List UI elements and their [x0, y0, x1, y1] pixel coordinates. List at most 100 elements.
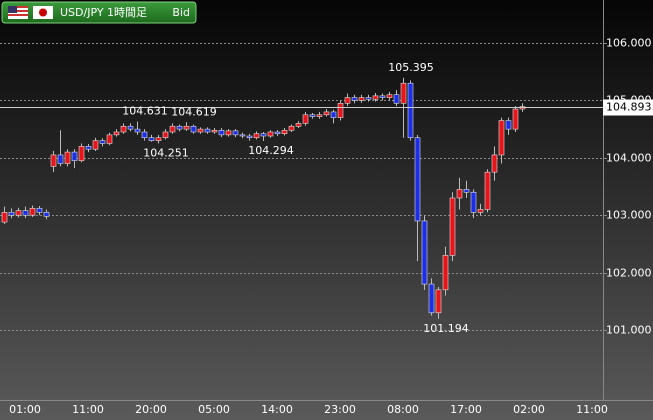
candle-body	[393, 94, 400, 104]
price-label: 104.893	[606, 101, 652, 114]
candle-body	[414, 137, 421, 222]
candle-body	[288, 125, 295, 131]
annotation: 104.294	[248, 144, 294, 157]
candle-body	[239, 134, 246, 137]
plot-area	[0, 43, 603, 331]
annotation: 104.251	[143, 146, 189, 159]
price-box	[603, 99, 653, 116]
candle-body	[141, 131, 148, 139]
candle-body	[435, 289, 442, 314]
candle-body	[421, 220, 428, 285]
candle-body	[50, 154, 57, 167]
flag-stripe	[8, 10, 28, 12]
annotation: 101.194	[423, 322, 469, 335]
y-tick-label: 101.000	[606, 324, 652, 337]
candle-body	[176, 125, 183, 130]
candle-body	[344, 97, 351, 104]
candle-body	[183, 125, 190, 130]
annotation: 104.631	[122, 105, 168, 118]
candle-body	[15, 210, 22, 216]
x-tick-label: 17:00	[450, 403, 482, 416]
candle-body	[1, 212, 8, 223]
y-tick-label: 102.000	[606, 267, 652, 280]
candle-body	[365, 97, 372, 100]
x-tick-label: 05:00	[198, 403, 230, 416]
candle-body	[330, 111, 337, 118]
candle-body	[190, 125, 197, 133]
chart-subtitle: Bid	[172, 6, 190, 19]
candle-body	[386, 94, 393, 98]
x-tick-label: 01:00	[9, 403, 41, 416]
candle-body	[449, 197, 456, 256]
candle-body	[484, 171, 491, 210]
x-tick-label: 23:00	[324, 403, 356, 416]
x-tick-label: 11:00	[576, 403, 608, 416]
candle-body	[428, 283, 435, 314]
candle-body	[351, 97, 358, 101]
candle-body	[337, 102, 344, 118]
candle-body	[253, 133, 260, 139]
candle-body	[470, 191, 477, 213]
candle-body	[267, 131, 274, 137]
flag-sun	[39, 8, 47, 17]
candle-body	[463, 189, 470, 193]
candle-body	[498, 120, 505, 156]
candle-body	[134, 128, 141, 133]
candle-body	[120, 125, 127, 133]
candle-body	[155, 137, 162, 141]
candle-body	[71, 151, 78, 161]
candle-body	[22, 210, 29, 216]
flag-stripe	[8, 14, 28, 16]
candle-body	[491, 154, 498, 173]
candle-body	[43, 212, 50, 217]
candle-body	[127, 125, 134, 130]
candle-body	[274, 131, 281, 135]
candle-body	[246, 135, 253, 139]
candle-body	[85, 146, 92, 150]
candle-body	[379, 95, 386, 98]
candle-body	[260, 133, 267, 137]
y-tick-label: 104.000	[606, 152, 652, 165]
candle-body	[8, 212, 15, 216]
candle-body	[505, 120, 512, 130]
candle-body	[106, 134, 113, 144]
candle-body	[148, 137, 155, 141]
candle-body	[372, 95, 379, 100]
x-tick-label: 11:00	[72, 403, 104, 416]
candle-body	[309, 114, 316, 117]
candle-body	[225, 130, 232, 136]
candle-body	[169, 125, 176, 133]
candle-body	[456, 189, 463, 199]
candle-body	[204, 128, 211, 133]
candle-body	[400, 82, 407, 104]
candle-body	[218, 129, 225, 136]
candle-body	[407, 82, 414, 139]
candle-body	[99, 140, 106, 144]
candle-body	[512, 108, 519, 130]
candle-body	[295, 123, 302, 127]
x-tick-label: 20:00	[135, 403, 167, 416]
flag-canton	[8, 6, 17, 13]
candle-body	[78, 146, 85, 161]
annotation: 104.619	[171, 105, 217, 118]
x-tick-label: 02:00	[513, 403, 545, 416]
candle-body	[197, 128, 204, 133]
candle-body	[316, 114, 323, 117]
y-tick-label: 106.000	[606, 37, 652, 50]
candle-body	[442, 255, 449, 291]
candle-body	[281, 129, 288, 135]
annotation: 105.395	[388, 61, 434, 74]
candle-body	[302, 114, 309, 124]
candle-body	[323, 111, 330, 116]
candle-body	[232, 130, 239, 136]
x-tick-label: 14:00	[261, 403, 293, 416]
candle-body	[211, 129, 218, 133]
chart-title: USD/JPY 1時間足	[60, 6, 147, 19]
candle-body	[64, 151, 71, 164]
x-tick-label: 08:00	[387, 403, 419, 416]
candle-body	[36, 208, 43, 213]
candle-body	[29, 208, 36, 216]
flag-stripe	[8, 6, 28, 8]
